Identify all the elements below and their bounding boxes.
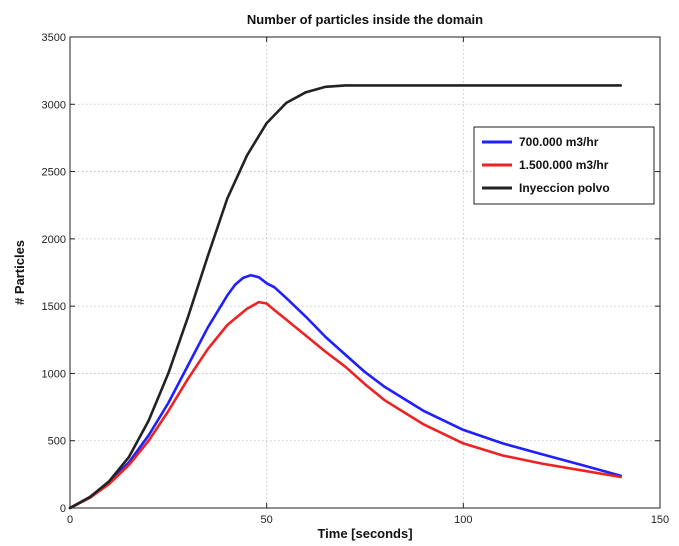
x-tick-label: 50 [261,514,273,526]
y-tick-label: 2000 [42,234,66,246]
legend-label: 700.000 m3/hr [519,135,599,149]
series-line-0 [68,273,622,510]
legend-label: 1.500.000 m3/hr [519,158,609,172]
legend: 700.000 m3/hr 1.500.000 m3/hr Inyeccion po… [473,126,655,205]
y-tick-label: 3000 [42,99,66,111]
y-tick-label: 2500 [42,167,66,179]
y-axis-label: # Particles [12,240,27,305]
legend-label: Inyeccion polvo [519,181,610,195]
series-line-2 [68,84,622,510]
x-axis-label: Time [seconds] [317,526,412,541]
x-tick-label: 0 [67,514,73,526]
series-line-1 [68,300,622,510]
x-tick-label: 150 [651,514,669,526]
y-tick-label: 1500 [42,301,66,313]
y-tick-label: 0 [60,503,66,515]
x-tick-label: 100 [454,514,472,526]
y-tick-label: 1000 [42,368,66,380]
y-tick-label: 500 [48,436,66,448]
series-lines [68,84,622,510]
plot-area-frame [69,36,661,509]
chart-title: Number of particles inside the domain [247,12,483,27]
y-tick-label: 3500 [42,32,66,44]
